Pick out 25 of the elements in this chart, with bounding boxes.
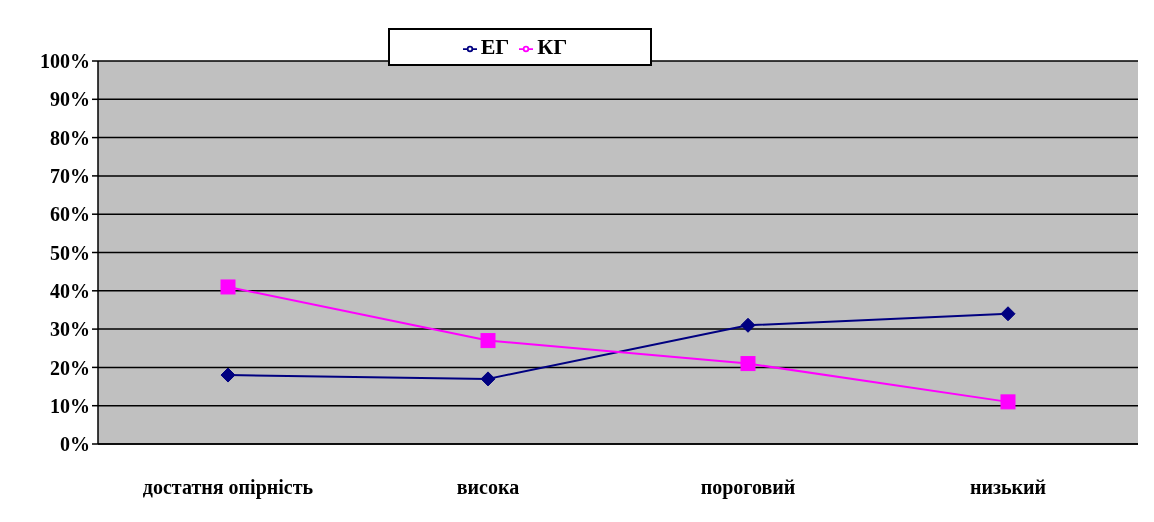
- y-tick-label: 50%: [50, 241, 90, 264]
- y-tick-label: 30%: [50, 318, 90, 341]
- y-tick-label: 0%: [60, 433, 90, 456]
- y-tick-label: 60%: [50, 203, 90, 226]
- x-tick-label: достатня опірність: [142, 476, 314, 500]
- x-tick-label: висока: [456, 476, 520, 499]
- y-tick-label: 40%: [50, 279, 90, 302]
- point: [220, 279, 236, 295]
- point: [220, 367, 236, 383]
- point: [740, 317, 756, 333]
- y-tick-label: 80%: [50, 126, 90, 149]
- y-tick-label: 70%: [50, 165, 90, 187]
- x-tick-label: пороговий: [700, 476, 796, 500]
- legend-label: ЕГ: [480, 34, 510, 59]
- legend-label: КГ: [537, 34, 568, 59]
- point: [740, 356, 756, 372]
- x-tick-label: низький: [969, 476, 1047, 499]
- y-tick-label: 10%: [50, 394, 90, 417]
- point: [1000, 394, 1016, 410]
- point: [480, 333, 496, 349]
- y-tick-label: 90%: [50, 88, 90, 111]
- y-tick-label: 20%: [50, 356, 90, 379]
- y-tick-label: 100%: [40, 50, 90, 73]
- point: [1000, 306, 1016, 322]
- point: [480, 371, 496, 387]
